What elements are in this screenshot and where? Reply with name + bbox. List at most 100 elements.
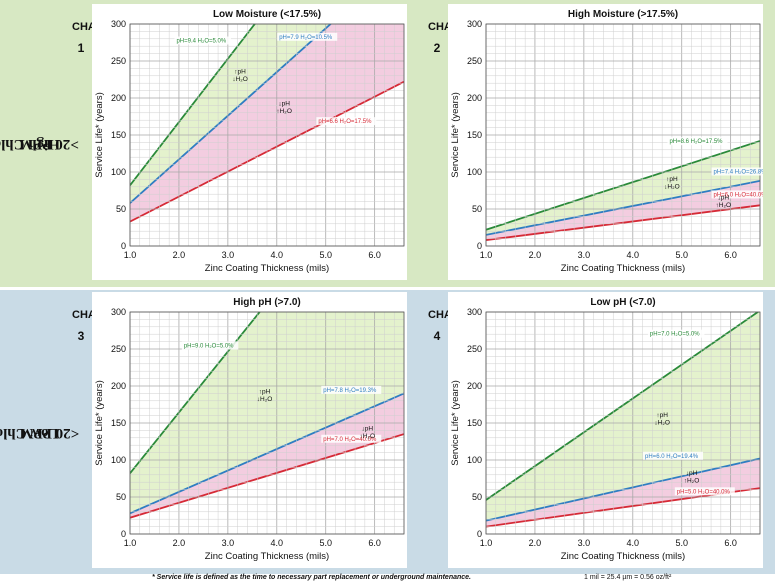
series-label-bg: [277, 32, 338, 41]
y-tick-label: 100: [111, 167, 126, 177]
y-tick-label: 200: [467, 93, 482, 103]
y-tick-label: 250: [111, 344, 126, 354]
chart-panel-1: 1.0 2.0 3.0 4.0 5.0 6.0 0 50 100 150 200 250 300 Low …: [92, 4, 407, 280]
region-label-2-water: ↑H₂O: [716, 202, 732, 209]
series-label-3: pH=6.0 H₂O=40.0%: [714, 192, 763, 198]
chart-tag-number: 2: [433, 41, 441, 55]
region-label-1-ph: ↑pH: [666, 176, 678, 183]
y-axis-label: Service Life* (years): [450, 92, 461, 178]
x-tick-label: 2.0: [529, 538, 542, 548]
chart-title: High Moisture (>17.5%): [568, 9, 678, 20]
series-label-1: pH=9.4 H₂O=5.0%: [176, 39, 226, 45]
x-tick-label: 3.0: [222, 250, 235, 260]
series-label-2: pH=7.8 H₂O=19.3%: [323, 388, 377, 394]
region-label-1-ph: ↑pH: [234, 69, 246, 76]
chart-tag-word: CHART: [72, 20, 111, 35]
x-axis-label: Zinc Coating Thickness (mils): [561, 263, 685, 274]
series-label-bg: [711, 190, 763, 199]
x-tick-label: 2.0: [529, 250, 542, 260]
chart-svg: 1.0 2.0 3.0 4.0 5.0 6.0 0 50 100 150 200 250 300 High…: [450, 9, 763, 274]
x-tick-label: 1.0: [124, 538, 137, 548]
y-tick-label: 50: [472, 204, 482, 214]
series-label-1: pH=8.6 H₂O=17.5%: [669, 139, 723, 145]
series-label-2: pH=7.4 H₂O=26.8%: [714, 169, 763, 175]
x-axis-label: Zinc Coating Thickness (mils): [205, 551, 329, 562]
region-label-2-ph: ↓pH: [686, 470, 698, 477]
plot-frame: [485, 23, 761, 247]
y-tick-label: 0: [477, 241, 482, 251]
series-line-1: [130, 312, 261, 474]
series-label-2: pH=7.9 H₂O=10.5%: [279, 35, 333, 41]
series-label-3: pH=5.0 H₂O=40.0%: [677, 489, 731, 495]
series-label-bg: [321, 385, 382, 394]
x-tick-label: 4.0: [627, 538, 640, 548]
chart-tag-2: CHART 2: [428, 20, 467, 56]
group-line-2: >20 PPM: [19, 136, 79, 152]
series-label-3: pH=6.6 H₂O=17.5%: [318, 119, 372, 125]
x-axis-label: Zinc Coating Thickness (mils): [561, 551, 685, 562]
y-tick-label: 150: [111, 418, 126, 428]
series-label-bg: [181, 341, 239, 350]
group-label-high-chlorides: High Chlorides>20 PPM: [0, 0, 79, 287]
chart-title: High pH (>7.0): [233, 297, 301, 308]
series-label-2: pH=6.0 H₂O=19.4%: [645, 454, 699, 460]
region-label-2-ph: ↓pH: [278, 100, 290, 107]
y-axis-label: Service Life* (years): [94, 380, 105, 466]
region-label-1-water: ↓H₂O: [654, 420, 670, 427]
y-tick-label: 300: [467, 19, 482, 29]
x-tick-label: 6.0: [724, 250, 737, 260]
series-label-bg: [667, 137, 728, 146]
y-tick-label: 250: [467, 344, 482, 354]
y-tick-label: 100: [467, 167, 482, 177]
series-label-bg: [321, 434, 382, 443]
region-label-1-water: ↓H₂O: [664, 183, 680, 190]
chart-title: Low pH (<7.0): [590, 297, 655, 308]
chart-tag-word: CHART: [72, 308, 111, 323]
y-tick-label: 200: [467, 381, 482, 391]
region-label-2-water: ↑H₂O: [684, 477, 700, 484]
chart-tag-word: CHART: [428, 20, 467, 35]
y-tick-label: 100: [111, 455, 126, 465]
chart-panel-3: 1.0 2.0 3.0 4.0 5.0 6.0 0 50 100 150 200 250 300 High…: [92, 292, 407, 568]
series-line-1: [130, 24, 256, 186]
region-label-2-ph: ↓pH: [718, 194, 730, 201]
chart-tag-number: 1: [77, 41, 85, 55]
x-tick-label: 5.0: [675, 538, 688, 548]
y-tick-label: 100: [467, 455, 482, 465]
region-label-1-water: ↓H₂O: [257, 396, 273, 403]
series-label-bg: [174, 36, 231, 45]
x-tick-label: 5.0: [319, 538, 332, 548]
series-label-bg: [316, 117, 377, 126]
y-tick-label: 300: [111, 19, 126, 29]
chart-tag-number: 3: [77, 329, 85, 343]
y-tick-label: 250: [467, 56, 482, 66]
y-tick-label: 0: [477, 529, 482, 539]
region-label-2-water: ↑H₂O: [276, 108, 292, 115]
plot-frame: [129, 311, 405, 535]
chart-tag-number: 4: [433, 329, 441, 343]
x-tick-label: 1.0: [124, 250, 137, 260]
region-label-1-ph: ↑pH: [259, 388, 271, 395]
x-tick-label: 5.0: [675, 250, 688, 260]
group-line-2: <20 PPM: [19, 424, 79, 441]
y-tick-label: 150: [467, 418, 482, 428]
chart-panel-4: 1.0 2.0 3.0 4.0 5.0 6.0 0 50 100 150 200 250 300 Low …: [448, 292, 763, 568]
plot-frame: [485, 311, 761, 535]
series-label-1: pH=9.0 H₂O=5.0%: [184, 344, 234, 350]
x-tick-label: 2.0: [173, 250, 186, 260]
x-axis-label: Zinc Coating Thickness (mils): [205, 263, 329, 274]
y-tick-label: 250: [111, 56, 126, 66]
series-label-bg: [647, 329, 705, 338]
y-tick-label: 50: [472, 492, 482, 502]
chart-tag-1: CHART 1: [72, 20, 111, 56]
plot-frame: [129, 23, 405, 247]
y-tick-label: 150: [111, 130, 126, 140]
x-tick-label: 6.0: [724, 538, 737, 548]
series-label-bg: [674, 487, 735, 496]
region-label-2-ph: ↓pH: [362, 425, 374, 432]
region-label-1-ph: ↑pH: [656, 412, 668, 419]
group-label-low-chlorides: Low Chlorides<20 PPM: [0, 290, 79, 574]
y-tick-label: 50: [116, 492, 126, 502]
chart-tag-word: CHART: [428, 308, 467, 323]
x-tick-label: 1.0: [480, 250, 493, 260]
